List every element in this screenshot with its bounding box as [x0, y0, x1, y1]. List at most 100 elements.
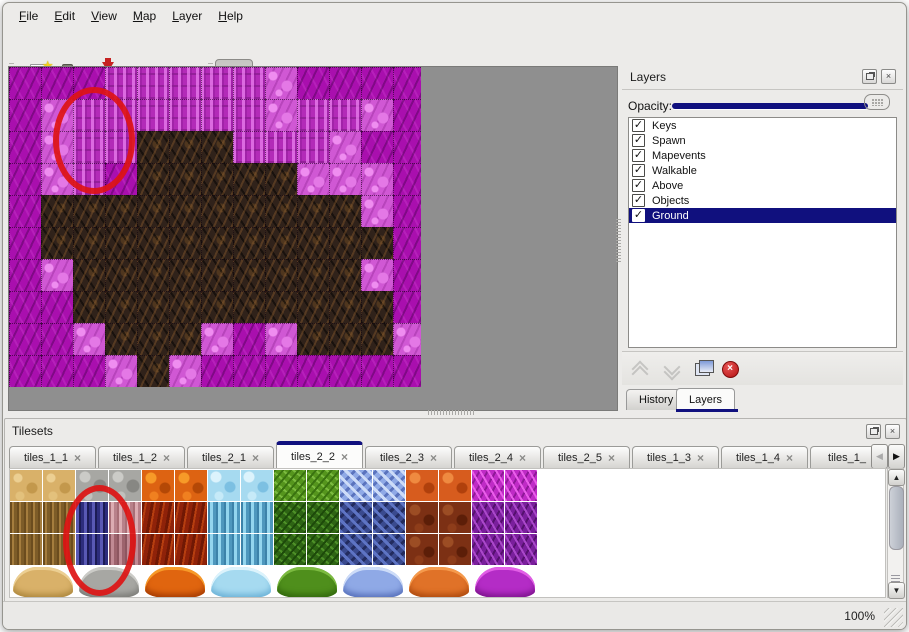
duplicate-layer-button[interactable]	[692, 359, 714, 378]
map-tile-dark-earth[interactable]	[137, 355, 169, 387]
tab-close-icon[interactable]: ×	[252, 450, 260, 465]
tileset-tile-wb[interactable]	[472, 470, 505, 502]
map-tile-magenta[interactable]	[9, 291, 41, 323]
move-layer-down-button[interactable]	[662, 358, 682, 381]
map-tile-dark-earth[interactable]	[137, 323, 169, 355]
layer-row[interactable]: ✓ Walkable	[629, 163, 896, 178]
map-tile-magenta[interactable]	[393, 227, 421, 259]
layer-visibility-checkbox[interactable]: ✓	[632, 134, 645, 147]
map-tile-dark-earth[interactable]	[169, 227, 201, 259]
tileset-tile-l2[interactable]	[142, 534, 175, 566]
map-tile-light-rock[interactable]	[361, 195, 393, 227]
map-tile-magenta[interactable]	[233, 323, 265, 355]
tileset-tile-cr[interactable]	[373, 470, 406, 502]
tileset-tile-lv[interactable]	[175, 470, 208, 502]
map-tile-dark-earth[interactable]	[265, 163, 297, 195]
map-tile-dark-earth[interactable]	[265, 227, 297, 259]
tab-close-icon[interactable]: ×	[341, 449, 349, 464]
map-tile-dark-earth[interactable]	[73, 259, 105, 291]
map-tile-magenta[interactable]	[361, 67, 393, 99]
map-tile-dark-earth[interactable]	[137, 195, 169, 227]
map-tile-magenta[interactable]	[9, 259, 41, 291]
map-tile-light-rock[interactable]	[361, 163, 393, 195]
tileset-tile-sa[interactable]	[10, 470, 43, 502]
tileset-tile-cr[interactable]	[340, 470, 373, 502]
tileset-blob-lv[interactable]	[145, 567, 205, 597]
layer-row[interactable]: ✓ Objects	[629, 193, 896, 208]
map-tile-magenta[interactable]	[265, 355, 297, 387]
close-panel-button[interactable]: ×	[881, 69, 896, 84]
map-tile-magenta[interactable]	[9, 227, 41, 259]
tileset-blob-gn[interactable]	[277, 567, 337, 597]
map-tile-dark-earth[interactable]	[361, 291, 393, 323]
map-tile-light-rock[interactable]	[265, 323, 297, 355]
vertical-splitter-grip[interactable]	[616, 218, 621, 262]
tab-scroll-right-button[interactable]: ▶	[888, 444, 905, 469]
scroll-down-button[interactable]: ▼	[888, 582, 905, 599]
map-tile-magenta[interactable]	[393, 355, 421, 387]
tileset-tile-rr[interactable]	[439, 534, 472, 566]
map-tile-dark-earth[interactable]	[201, 227, 233, 259]
tileset-tile-w2[interactable]	[472, 534, 505, 566]
map-tile-magenta[interactable]	[9, 131, 41, 163]
map-tile-dark-earth[interactable]	[329, 259, 361, 291]
tab-scroll-left-button[interactable]: ◀	[871, 444, 888, 469]
map-tile-dark-earth[interactable]	[329, 195, 361, 227]
map-tile-magenta[interactable]	[393, 291, 421, 323]
menu-item[interactable]: Map	[132, 9, 157, 23]
map-tile-dark-earth[interactable]	[137, 163, 169, 195]
tileset-tile-sa[interactable]	[43, 470, 76, 502]
map-tile-dark-earth[interactable]	[169, 259, 201, 291]
tileset-viewport[interactable]	[9, 468, 886, 598]
map-tile-dark-earth[interactable]	[233, 227, 265, 259]
map-tile-light-rock[interactable]	[265, 67, 297, 99]
map-tile-dark-earth[interactable]	[297, 291, 329, 323]
map-tile-magenta[interactable]	[361, 355, 393, 387]
map-tile-dark-earth[interactable]	[265, 195, 297, 227]
tileset-tile-g2[interactable]	[274, 534, 307, 566]
map-tile-dark-earth[interactable]	[105, 195, 137, 227]
delete-layer-button[interactable]: ×	[720, 360, 740, 378]
tileset-tab[interactable]: tiles_1_ ×	[810, 446, 871, 468]
map-tile-light-rock[interactable]	[169, 355, 201, 387]
float-panel-button[interactable]	[862, 69, 877, 84]
tileset-tile-c2[interactable]	[340, 534, 373, 566]
layer-visibility-checkbox[interactable]: ✓	[632, 179, 645, 192]
map-tile-pillar[interactable]	[137, 67, 169, 99]
tab-close-icon[interactable]: ×	[519, 450, 527, 465]
map-tile-magenta[interactable]	[393, 131, 421, 163]
map-tile-pillar[interactable]	[169, 99, 201, 131]
tileset-tile-g2[interactable]	[274, 502, 307, 534]
tileset-tile-bk[interactable]	[10, 502, 43, 534]
layer-visibility-checkbox[interactable]: ✓	[632, 164, 645, 177]
map-tile-magenta[interactable]	[393, 163, 421, 195]
tileset-tab[interactable]: tiles_2_5 ×	[543, 446, 630, 468]
map-tile-dark-earth[interactable]	[233, 163, 265, 195]
tileset-tile-w2[interactable]	[505, 534, 538, 566]
scroll-up-button[interactable]: ▲	[888, 469, 905, 486]
map-tile-magenta[interactable]	[41, 291, 73, 323]
menu-item[interactable]: File	[19, 9, 39, 23]
map-tile-light-rock[interactable]	[73, 323, 105, 355]
map-tile-dark-earth[interactable]	[361, 227, 393, 259]
tileset-tile-ip[interactable]	[241, 502, 274, 534]
map-tile-magenta[interactable]	[393, 99, 421, 131]
map-tile-magenta[interactable]	[393, 195, 421, 227]
tileset-tile-l2[interactable]	[175, 502, 208, 534]
tileset-blob-wb[interactable]	[475, 567, 535, 597]
layer-row[interactable]: ✓ Ground	[629, 208, 896, 223]
tileset-tile-bk[interactable]	[10, 534, 43, 566]
map-tile-light-rock[interactable]	[393, 323, 421, 355]
map-tile-magenta[interactable]	[297, 67, 329, 99]
menu-item[interactable]: Layer	[172, 9, 203, 23]
map-tile-pillar[interactable]	[201, 67, 233, 99]
tileset-tile-ic[interactable]	[241, 470, 274, 502]
map-tile-dark-earth[interactable]	[297, 259, 329, 291]
tileset-tile-or[interactable]	[439, 470, 472, 502]
map-tile-pillar[interactable]	[137, 99, 169, 131]
map-tile-dark-earth[interactable]	[169, 323, 201, 355]
tileset-tab[interactable]: tiles_1_3 ×	[632, 446, 719, 468]
tab-close-icon[interactable]: ×	[608, 450, 616, 465]
layer-row[interactable]: ✓ Above	[629, 178, 896, 193]
map-tile-dark-earth[interactable]	[201, 291, 233, 323]
